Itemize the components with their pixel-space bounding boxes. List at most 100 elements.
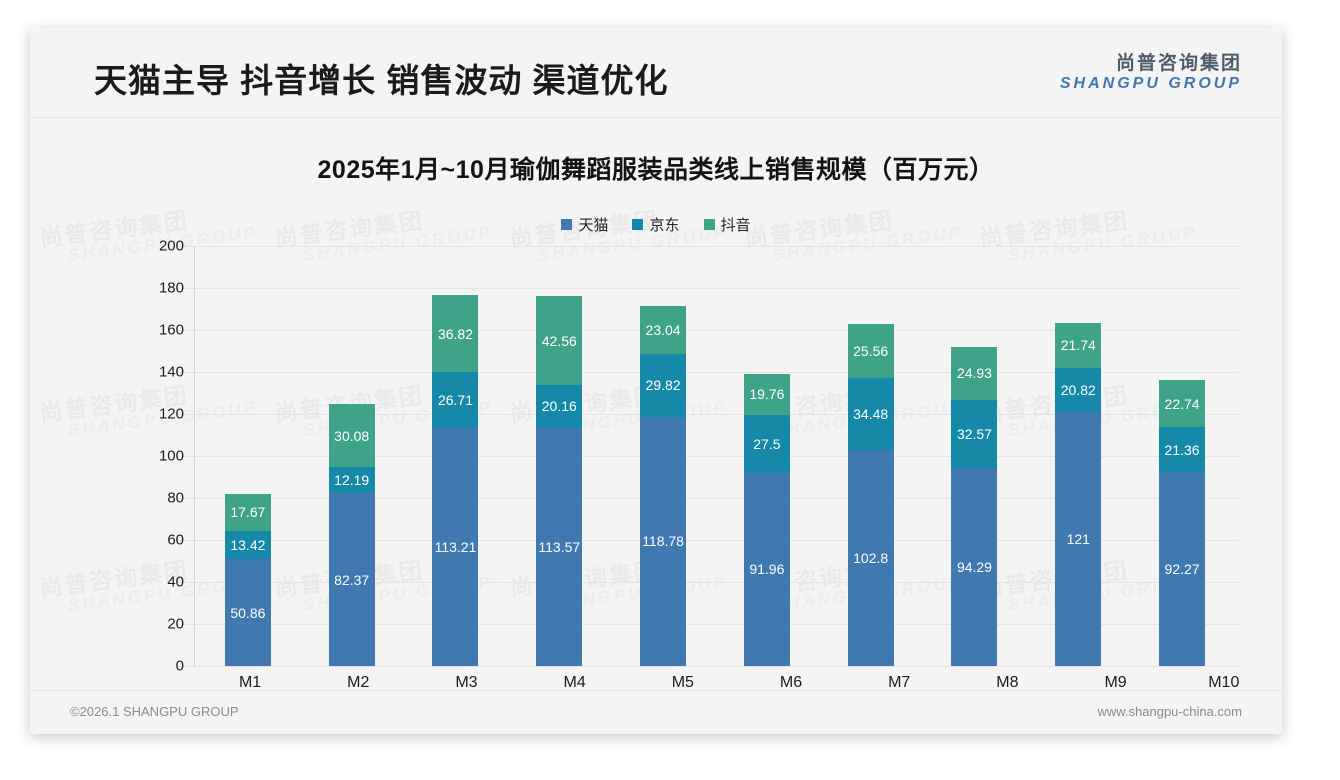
bar-column[interactable]: 23.04 29.82 118.78 [613,246,713,666]
bar-group: 17.67 13.42 50.86 30.08 12.19 82.37 36.82 26.71… [196,246,1234,666]
bar-segment-天猫[interactable]: 82.37 [328,493,375,666]
bar-segment-京东[interactable]: 21.36 [1159,427,1206,473]
bar-value-label: 27.5 [753,436,781,453]
bar-value-label: 17.67 [230,504,266,521]
gridline [176,540,1238,541]
bar-segment-抖音[interactable]: 21.74 [1055,322,1102,369]
chart-legend: 天猫 京东 抖音 [30,214,1282,235]
gridline [176,246,1238,247]
bar-segment-京东[interactable]: 27.5 [743,415,790,473]
bar-segment-天猫[interactable]: 113.57 [536,427,583,666]
gridline [176,330,1238,331]
legend-item-抖音[interactable]: 抖音 [703,214,751,235]
x-axis-label: M8 [996,674,1019,691]
copyright-text: ©2026.1 SHANGPU GROUP [70,704,239,719]
chart-gridlines: 200 180 160 140 120 100 80 60 40 20 0 [138,238,1238,675]
bar-value-label: 121 [1066,530,1090,547]
bar-stack: 30.08 12.19 82.37 [328,404,375,666]
bar-value-label: 113.57 [538,538,581,555]
bar-segment-京东[interactable]: 13.42 [224,531,271,560]
bar-column[interactable]: 19.76 27.5 91.96 [717,246,817,666]
bar-value-label: 82.37 [334,571,370,588]
y-axis-tick: 120 [158,405,184,423]
bar-column[interactable]: 30.08 12.19 82.37 [302,246,402,666]
page-title: 天猫主导 抖音增长 销售波动 渠道优化 [94,62,669,99]
x-axis-label: M9 [1104,674,1127,691]
legend-label: 天猫 [578,217,609,234]
x-axis-label: M5 [671,674,694,691]
bar-value-label: 19.76 [749,386,785,403]
y-axis-tick: 60 [167,531,184,549]
legend-item-天猫[interactable]: 天猫 [561,214,608,235]
bar-stack: 24.93 32.57 94.29 [951,347,998,666]
bar-segment-抖音[interactable]: 25.56 [847,324,894,378]
website-link[interactable]: www.shangpu-china.com [1097,704,1242,719]
bar-value-label: 50.86 [230,604,266,621]
brand-logo-cn: 尚普咨询集团 [1115,53,1242,74]
bar-value-label: 42.56 [541,332,577,349]
bar-segment-天猫[interactable]: 92.27 [1159,472,1206,666]
bar-segment-京东[interactable]: 20.82 [1055,368,1102,412]
bar-column[interactable]: 21.74 20.82 121 [1028,246,1128,666]
gridline [176,414,1238,415]
y-axis-line [194,246,195,666]
bar-segment-天猫[interactable]: 113.21 [432,428,479,666]
bar-segment-天猫[interactable]: 121 [1055,411,1102,666]
bar-column[interactable]: 25.56 34.48 102.8 [821,246,921,666]
bar-stack: 19.76 27.5 91.96 [743,373,790,666]
bar-segment-抖音[interactable]: 22.74 [1159,379,1206,428]
brand-logo-en: SHANGPU GROUP [1059,74,1242,92]
y-axis-tick: 20 [167,615,184,633]
bar-segment-抖音[interactable]: 36.82 [432,294,479,373]
y-axis-tick: 40 [167,573,184,591]
bar-segment-京东[interactable]: 20.16 [536,385,583,428]
gridline [176,624,1238,625]
bar-value-label: 13.42 [230,537,266,554]
bar-segment-京东[interactable]: 34.48 [847,377,894,451]
x-axis-label: M4 [563,674,586,691]
bar-column[interactable]: 22.74 21.36 92.27 [1132,246,1232,666]
bar-value-label: 102.8 [853,550,889,567]
bar-value-label: 91.96 [749,561,785,578]
bar-column[interactable]: 17.67 13.42 50.86 [198,246,298,666]
gridline [176,666,1238,667]
x-axis-label: M6 [779,674,803,691]
bar-segment-抖音[interactable]: 42.56 [536,295,583,386]
bar-segment-京东[interactable]: 26.71 [432,372,479,429]
bar-segment-抖音[interactable]: 17.67 [224,493,271,532]
bar-stack: 42.56 20.16 113.57 [536,295,583,666]
bar-segment-抖音[interactable]: 19.76 [743,373,790,416]
y-axis-tick: 200 [158,237,184,255]
brand-logo: 尚普咨询集团 SHANGPU GROUP [1059,53,1242,92]
legend-label: 京东 [649,217,680,234]
gridline [176,372,1238,373]
bar-value-label: 25.56 [853,342,889,359]
x-axis-label: M10 [1208,674,1240,691]
bar-segment-天猫[interactable]: 91.96 [743,472,790,666]
bar-stack: 25.56 34.48 102.8 [847,324,894,666]
bar-stack: 17.67 13.42 50.86 [224,493,271,666]
legend-item-京东[interactable]: 京东 [632,214,680,235]
bar-segment-京东[interactable]: 32.57 [951,399,998,468]
bar-column[interactable]: 24.93 32.57 94.29 [924,246,1024,666]
bar-value-label: 30.08 [334,427,370,444]
bar-segment-天猫[interactable]: 102.8 [847,450,894,666]
bar-segment-抖音[interactable]: 30.08 [328,404,375,468]
bar-value-label: 21.74 [1060,337,1096,354]
bar-segment-天猫[interactable]: 94.29 [951,468,998,666]
bar-value-label: 23.04 [645,321,681,338]
bar-segment-京东[interactable]: 29.82 [640,353,687,417]
bar-value-label: 32.57 [956,425,992,442]
bar-column[interactable]: 42.56 20.16 113.57 [509,246,609,666]
bar-segment-抖音[interactable]: 23.04 [640,305,687,354]
y-axis-tick: 0 [175,657,184,675]
y-axis-tick: 180 [158,279,184,297]
chart-title: 2025年1月~10月瑜伽舞蹈服装品类线上销售规模（百万元） [317,156,995,184]
bar-segment-天猫[interactable]: 118.78 [640,416,687,666]
legend-swatch-icon [632,219,644,230]
bar-segment-京东[interactable]: 12.19 [328,467,375,494]
bar-column[interactable]: 36.82 26.71 113.21 [405,246,505,666]
bar-segment-抖音[interactable]: 24.93 [951,347,998,400]
bar-segment-天猫[interactable]: 50.86 [224,559,271,666]
y-axis-tick: 80 [167,489,184,507]
